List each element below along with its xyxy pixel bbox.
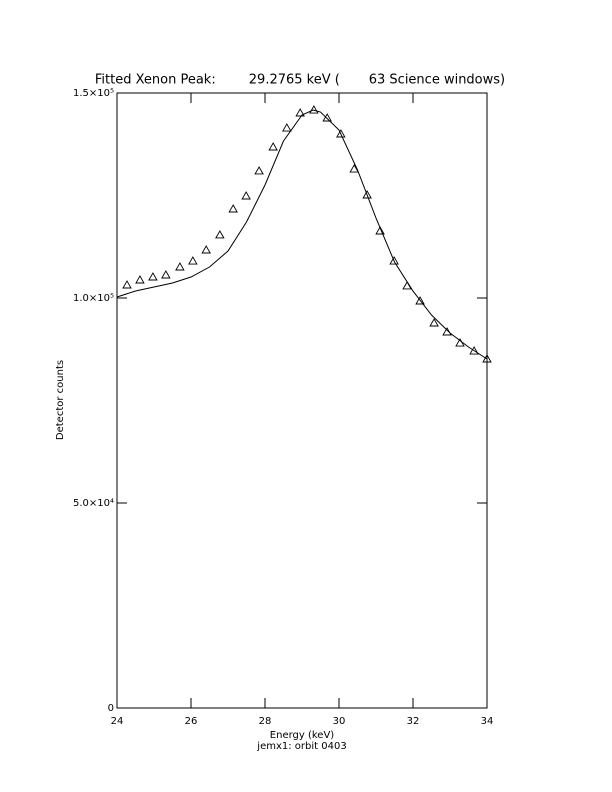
data-point [122, 280, 132, 289]
data-point [201, 245, 211, 254]
x-tick-label: 24 [111, 716, 124, 727]
data-point [228, 204, 238, 213]
data-point [349, 164, 359, 173]
footnote: jemx1: orbit 0403 [256, 741, 346, 752]
y-axis-label: Detector counts [55, 360, 66, 440]
data-point [215, 230, 225, 239]
data-point [295, 108, 305, 117]
data-point [389, 256, 399, 265]
data-point [175, 262, 185, 271]
chart-title: Fitted Xenon Peak: 29.2765 keV ( 63 Scie… [95, 73, 505, 88]
x-tick-label: 30 [333, 716, 346, 727]
y-tick-label: 1.0×10⁵ [73, 293, 114, 304]
data-point [482, 354, 492, 363]
data-point [254, 166, 264, 175]
x-tick-label: 34 [481, 716, 494, 727]
x-axis-label: Energy (keV) [270, 730, 335, 741]
data-point [362, 190, 372, 199]
data-point [336, 129, 346, 138]
x-tick-label: 32 [407, 716, 420, 727]
data-point [415, 296, 425, 305]
data-point [469, 346, 479, 355]
y-tick-label: 0 [108, 703, 114, 714]
x-tick-label: 26 [185, 716, 198, 727]
data-point [375, 226, 385, 235]
data-point [188, 256, 198, 265]
fit-line [116, 109, 488, 360]
data-point [309, 105, 319, 114]
plot-frame [116, 92, 488, 709]
y-tick-label: 1.5×10⁵ [73, 88, 114, 99]
data-point [148, 272, 158, 281]
data-point [282, 123, 292, 132]
data-point [429, 318, 439, 327]
data-point [135, 275, 145, 284]
data-point [268, 142, 278, 151]
data-point [322, 113, 332, 122]
data-point [241, 191, 251, 200]
data-point [161, 270, 171, 279]
y-tick-label: 5.0×10⁴ [73, 498, 114, 509]
x-tick-label: 28 [259, 716, 272, 727]
